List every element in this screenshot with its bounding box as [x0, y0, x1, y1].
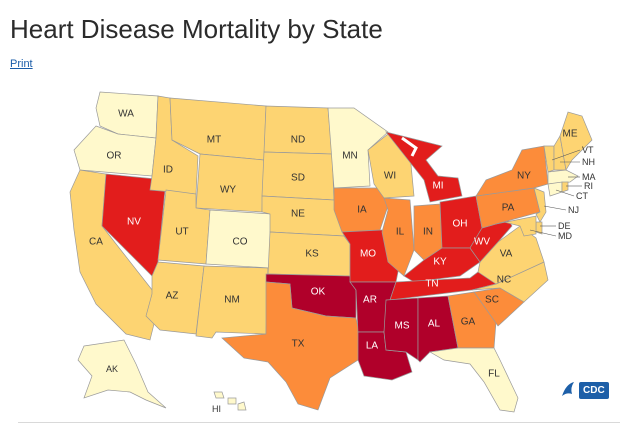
label-nh: NH	[582, 157, 595, 167]
label-ct: CT	[576, 191, 588, 201]
label-al: AL	[428, 319, 441, 330]
state-ny[interactable]	[475, 145, 549, 197]
label-ky: KY	[433, 257, 447, 268]
label-ca: CA	[89, 237, 103, 248]
state-fl[interactable]	[428, 347, 519, 413]
label-tn: TN	[425, 279, 438, 290]
state-labels: WA OR CA NV ID MT WY UT AZ CO NM ND SD N…	[89, 109, 578, 380]
label-ut: UT	[175, 227, 188, 238]
state-hi[interactable]	[213, 391, 247, 411]
label-mn: MN	[342, 151, 358, 162]
small-state-callouts: VT NH MA RI CT NJ DE MD AK HI	[106, 145, 596, 414]
label-nj: NJ	[568, 205, 579, 215]
great-lakes-gap	[401, 136, 418, 157]
label-ia: IA	[357, 205, 367, 216]
state-md[interactable]	[495, 215, 537, 237]
label-wy: WY	[220, 185, 236, 196]
label-fl: FL	[488, 369, 500, 380]
label-wv: WV	[474, 237, 490, 248]
label-or: OR	[107, 151, 122, 162]
label-co: CO	[233, 237, 248, 248]
label-az: AZ	[166, 291, 179, 302]
label-ok: OK	[311, 287, 326, 298]
bottom-divider	[18, 422, 620, 423]
label-pa: PA	[502, 203, 515, 214]
label-nc: NC	[497, 275, 511, 286]
label-ak: AK	[106, 364, 118, 374]
label-mi: MI	[432, 181, 443, 192]
label-me: ME	[563, 129, 578, 140]
print-link[interactable]: Print	[10, 58, 33, 70]
state-ak[interactable]	[77, 339, 167, 409]
cdc-logo-text: CDC	[579, 381, 609, 399]
label-nv: NV	[127, 217, 141, 228]
state-nd[interactable]	[263, 105, 333, 155]
label-tx: TX	[292, 339, 305, 350]
label-sc: SC	[485, 295, 499, 306]
hhs-eagle-icon	[562, 382, 574, 396]
label-ny: NY	[517, 171, 531, 182]
label-nd: ND	[291, 135, 305, 146]
state-tx[interactable]	[221, 281, 363, 411]
label-ma: MA	[582, 172, 596, 182]
label-hi: HI	[212, 404, 221, 414]
cdc-logo: CDC	[560, 380, 609, 400]
label-mt: MT	[207, 135, 221, 146]
label-ne: NE	[291, 209, 305, 220]
state-wy[interactable]	[195, 153, 265, 213]
state-il[interactable]	[381, 197, 415, 277]
label-oh: OH	[453, 219, 468, 230]
state-ri[interactable]	[561, 181, 569, 193]
label-ga: GA	[461, 317, 476, 328]
state-ma[interactable]	[547, 169, 579, 185]
label-ks: KS	[305, 249, 319, 260]
label-de: DE	[558, 221, 571, 231]
page-title: Heart Disease Mortality by State	[10, 14, 383, 44]
label-mo: MO	[360, 249, 376, 260]
label-la: LA	[366, 341, 379, 352]
label-nm: NM	[224, 295, 240, 306]
label-il: IL	[396, 227, 405, 238]
label-in: IN	[423, 227, 433, 238]
label-wa: WA	[118, 109, 134, 120]
state-ct[interactable]	[547, 181, 563, 197]
label-ms: MS	[395, 321, 410, 332]
label-ar: AR	[363, 295, 377, 306]
label-vt: VT	[582, 145, 594, 155]
label-va: VA	[500, 249, 513, 260]
state-mi[interactable]	[385, 131, 463, 203]
state-va[interactable]	[477, 225, 545, 285]
label-ri: RI	[584, 181, 593, 191]
label-md: MD	[558, 231, 572, 241]
label-id: ID	[163, 165, 173, 176]
label-sd: SD	[291, 173, 305, 184]
label-wi: WI	[384, 171, 396, 182]
